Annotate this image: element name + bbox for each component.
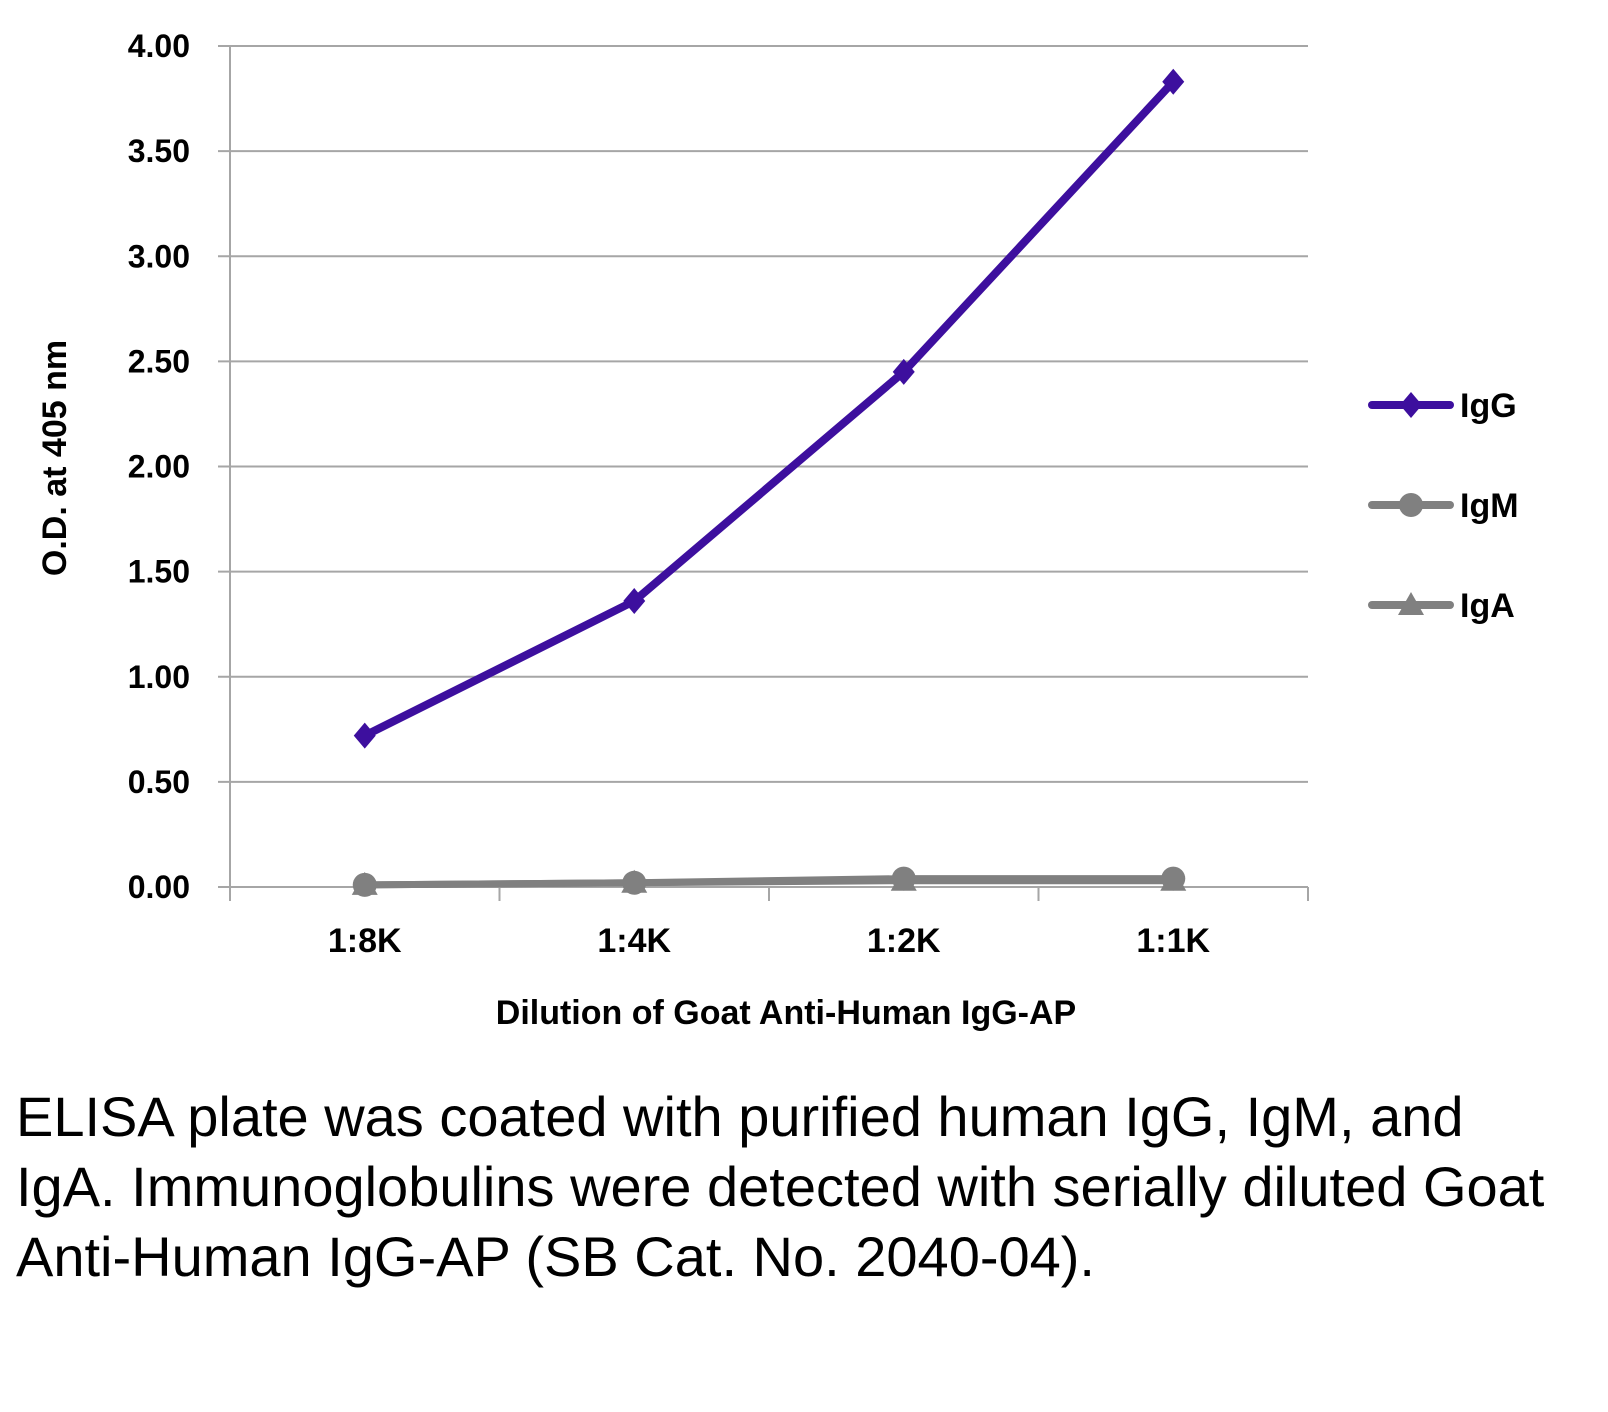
- data-point-igm: [891, 866, 916, 891]
- legend: IgG IgM IgA: [1368, 387, 1519, 625]
- y-tick-label: 1.50: [128, 554, 190, 590]
- axes: [218, 45, 1309, 901]
- series-line-igm: [361, 875, 1177, 889]
- data-point-igg: [623, 588, 646, 615]
- series-line-igg: [360, 77, 1178, 740]
- series-layer: [351, 68, 1187, 897]
- gridlines: [230, 45, 1308, 783]
- legend-label: IgA: [1460, 587, 1515, 625]
- x-tick-label: 1:8K: [328, 922, 402, 960]
- legend-label: IgG: [1460, 387, 1517, 425]
- y-tick-label: 0.50: [128, 764, 190, 800]
- data-point-igg: [892, 358, 915, 385]
- y-tick-label: 3.50: [128, 133, 190, 169]
- legend-swatch-marker: [1399, 493, 1423, 517]
- series-igg: [353, 68, 1185, 749]
- series-igm: [352, 866, 1186, 897]
- y-tick-label: 3.00: [128, 238, 190, 274]
- legend-swatch-marker: [1398, 592, 1424, 615]
- legend-entry-iga: IgA: [1368, 587, 1515, 625]
- y-tick-label: 4.00: [128, 28, 190, 64]
- y-tick-label: 0.00: [128, 869, 190, 905]
- data-point-igm: [1161, 866, 1186, 891]
- y-tick-label: 1.00: [128, 659, 190, 695]
- data-point-igm: [622, 870, 647, 895]
- x-tick-label: 1:4K: [597, 922, 671, 960]
- data-point-igg: [1162, 68, 1185, 95]
- y-axis-title: O.D. at 405 nm: [36, 340, 74, 576]
- x-axis-title: Dilution of Goat Anti-Human IgG-AP: [496, 994, 1076, 1032]
- elisa-line-chart: 0.00 0.50 1.00 1.50 2.00 2.50 3.00 3.50 4.00 1:8…: [36, 28, 1519, 1032]
- legend-entry-igm: IgM: [1368, 487, 1519, 525]
- y-tick-label: 2.50: [128, 343, 190, 379]
- x-tick-label: 1:1K: [1136, 922, 1210, 960]
- figure-caption: ELISA plate was coated with purified hum…: [16, 1085, 1545, 1288]
- data-point-igg: [353, 722, 376, 749]
- legend-label: IgM: [1460, 487, 1519, 525]
- y-tick-label: 2.00: [128, 449, 190, 485]
- x-tick-label: 1:2K: [867, 922, 941, 960]
- legend-swatch-marker: [1400, 392, 1422, 418]
- y-tick-labels: 0.00 0.50 1.00 1.50 2.00 2.50 3.00 3.50 4.00: [128, 28, 190, 905]
- x-tick-labels: 1:8K 1:4K 1:2K 1:1K: [328, 922, 1211, 960]
- legend-entry-igg: IgG: [1368, 387, 1517, 425]
- data-point-igm: [352, 872, 377, 897]
